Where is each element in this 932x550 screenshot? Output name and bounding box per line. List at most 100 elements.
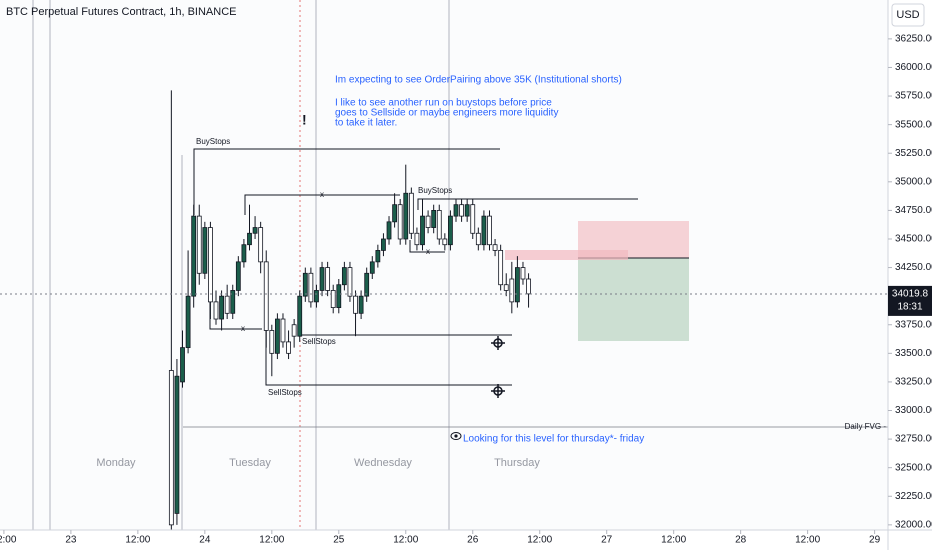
x-tick-label: 12:00 <box>0 535 17 546</box>
candle-body <box>369 261 375 274</box>
candle-body <box>453 204 459 217</box>
x-tick-label: 12:00 <box>527 535 552 546</box>
candle-body <box>392 204 398 223</box>
sellstops-label: SellStops <box>302 337 336 346</box>
candle-body <box>230 290 236 314</box>
y-tick-label: 33250.00 <box>895 377 932 388</box>
y-tick-label: 35250.00 <box>895 148 932 159</box>
candle-body <box>208 227 213 303</box>
candle-body <box>180 347 185 383</box>
candle-body <box>319 267 325 291</box>
buystops-line <box>193 148 500 215</box>
candle-body <box>297 295 303 337</box>
x-label: x <box>426 247 430 256</box>
session-label: Thursday <box>494 457 540 469</box>
x-axis-bg <box>0 530 932 550</box>
session-separators <box>32 0 450 530</box>
buystops-label: BuyStops <box>418 186 452 195</box>
y-tick-label: 33750.00 <box>895 319 932 330</box>
y-tick-label: 35000.00 <box>895 176 932 187</box>
y-tick-label: 34750.00 <box>895 205 932 216</box>
price-label-bg <box>888 285 932 316</box>
target-note: Looking for this level for thursday*- fr… <box>463 434 644 445</box>
y-axis-bg <box>888 0 932 550</box>
x-tick-label: 12:00 <box>259 535 284 546</box>
currency-button[interactable] <box>891 3 925 27</box>
candle-body <box>330 290 336 308</box>
y-tick-label: 34500.00 <box>895 234 932 245</box>
candle-body <box>224 295 230 314</box>
candle-body <box>202 227 208 274</box>
candle-body <box>431 209 437 228</box>
x-label: x <box>241 324 245 333</box>
session-label: Wednesday <box>354 457 412 469</box>
y-tick-label: 35750.00 <box>895 91 932 102</box>
y-tick-label: 35500.00 <box>895 119 932 130</box>
candle-body <box>408 192 414 234</box>
x-tick-label: 26 <box>467 535 479 546</box>
candle-body <box>358 295 364 314</box>
candle-body <box>353 295 358 314</box>
session-label: Monday <box>96 457 136 469</box>
y-tick-label: 36250.00 <box>895 34 932 45</box>
candle-body <box>258 227 264 263</box>
y-tick-label: 34250.00 <box>895 262 932 273</box>
candle-body <box>308 272 314 303</box>
candle-body <box>514 267 520 303</box>
candle-body <box>420 215 425 246</box>
candle-body <box>364 272 370 297</box>
candle-body <box>520 267 526 280</box>
x-tick-label: 12:00 <box>125 535 150 546</box>
y-tick-label: 32500.00 <box>895 462 932 473</box>
note-line: I like to see another run on buystops be… <box>335 98 552 109</box>
candle-body <box>280 318 286 343</box>
candle-body <box>414 232 420 246</box>
candle-body <box>325 267 331 291</box>
candle-body <box>235 261 241 291</box>
low-line <box>409 240 445 253</box>
candle-body <box>263 261 269 331</box>
y-tick-label: 33000.00 <box>895 405 932 416</box>
candle-body <box>247 232 252 246</box>
x-tick-label: 29 <box>869 535 881 546</box>
y-tick-label: 36000.00 <box>895 62 932 73</box>
countdown-label: 18:31 <box>897 302 922 313</box>
candle-body <box>475 232 481 246</box>
candle-body <box>191 215 197 297</box>
y-tick-label: 32750.00 <box>895 434 932 445</box>
x-tick-label: 12:00 <box>661 535 686 546</box>
y-tick-label: 33500.00 <box>895 348 932 359</box>
candle-body <box>386 221 392 240</box>
candle-body <box>381 238 386 251</box>
currency-label[interactable]: USD <box>896 9 919 21</box>
candle-body <box>185 295 191 349</box>
candle-body <box>375 250 381 263</box>
x-tick-label: 12:00 <box>795 535 820 546</box>
x-tick-label: 12:00 <box>393 535 418 546</box>
x-tick-label: 28 <box>735 535 747 546</box>
candle-body <box>347 267 353 297</box>
candle-body <box>526 278 531 295</box>
fvg-label: Daily FVG - <box>845 422 887 431</box>
y-tick-label: 32250.00 <box>895 491 932 502</box>
candle-body <box>219 295 224 320</box>
eye-icon <box>450 432 462 440</box>
candle-body <box>464 204 470 217</box>
target-zone <box>578 258 689 341</box>
x-tick-label: 24 <box>199 535 211 546</box>
candle-body <box>448 215 453 246</box>
buystops-label: BuyStops <box>196 137 230 146</box>
candle-body <box>241 244 247 263</box>
axes: 36250.00 36000.00 35750.00 35500.00 35250.00… <box>0 34 932 546</box>
candle-body <box>341 267 347 286</box>
sellstops-label: SellStops <box>268 388 302 397</box>
candle-body <box>274 318 280 354</box>
chart-title: BTC Perpetual Futures Contract, 1h, BINA… <box>6 6 236 18</box>
plot-bg <box>0 0 888 530</box>
eye-icon <box>454 434 458 438</box>
candle-body <box>269 330 275 354</box>
candle-body <box>442 238 448 246</box>
candle-body <box>286 341 291 354</box>
candle-body <box>196 215 202 274</box>
